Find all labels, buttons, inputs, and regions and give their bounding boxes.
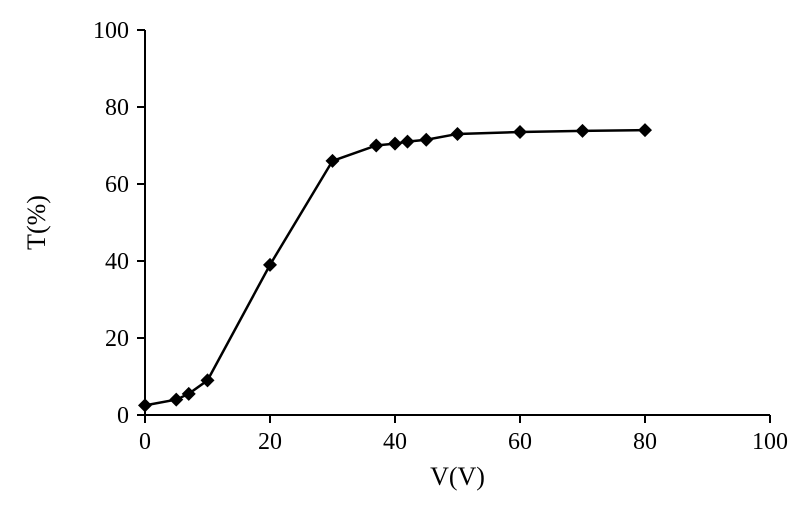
x-tick-label: 80	[633, 429, 657, 455]
data-marker	[326, 154, 340, 168]
data-marker	[401, 135, 415, 149]
data-marker	[138, 398, 152, 412]
y-tick-label: 40	[105, 249, 129, 275]
y-axis-label: T(%)	[22, 195, 51, 250]
y-tick-label: 0	[117, 403, 129, 429]
data-marker	[513, 125, 527, 139]
y-tick-label: 60	[105, 172, 129, 198]
data-marker	[419, 133, 433, 147]
x-tick-label: 100	[752, 429, 788, 455]
x-axis-label: V(V)	[430, 462, 485, 491]
y-tick-label: 20	[105, 326, 129, 352]
data-marker	[169, 393, 183, 407]
data-marker	[638, 123, 652, 137]
series-line	[145, 130, 645, 405]
x-tick-label: 20	[258, 429, 282, 455]
data-marker	[388, 137, 402, 151]
data-marker	[451, 127, 465, 141]
data-marker	[576, 124, 590, 138]
x-tick-label: 60	[508, 429, 532, 455]
y-tick-label: 80	[105, 95, 129, 121]
chart-container: 0 20 40 60 80 100 0 20 40 60 80 100 T(%) V(V)	[0, 0, 800, 507]
chart-svg: 0 20 40 60 80 100 0 20 40 60 80 100 T(%) V(V)	[0, 0, 800, 507]
axes	[145, 30, 770, 415]
x-tick-label: 0	[139, 429, 151, 455]
y-tick-label: 100	[93, 18, 129, 44]
data-marker	[263, 258, 277, 272]
data-marker	[369, 139, 383, 153]
x-tick-label: 40	[383, 429, 407, 455]
